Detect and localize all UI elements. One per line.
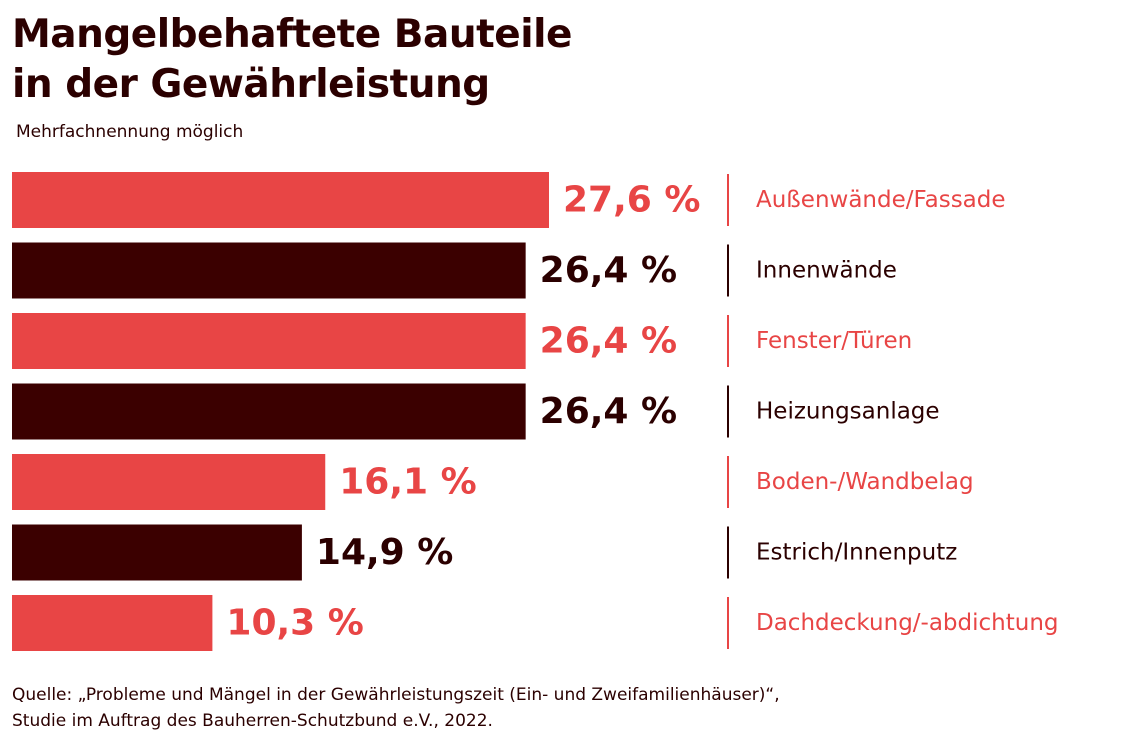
chart-subtitle: Mehrfachnennung möglich: [16, 122, 244, 142]
category-label-1: Außenwände/Fassade: [756, 187, 1006, 213]
value-label-2: 26,4 %: [540, 250, 677, 291]
category-label-7: Dachdeckung/-abdichtung: [756, 610, 1059, 636]
category-label-2: Innenwände: [756, 258, 897, 284]
source-line-2: Studie im Auftrag des Bauherren-Schutzbu…: [12, 711, 493, 731]
source-note: Quelle: „Probleme und Mängel in der Gewä…: [12, 682, 780, 734]
source-line-1: Quelle: „Probleme und Mängel in der Gewä…: [12, 685, 780, 705]
bar-7: [12, 595, 213, 651]
value-label-6: 14,9 %: [316, 532, 453, 573]
bar-2: [12, 242, 526, 299]
value-label-7: 10,3 %: [226, 603, 363, 644]
value-label-4: 26,4 %: [540, 391, 677, 432]
bar-chart: 27,6 % Außenwände/Fassade 26,4 % Innenwände…: [12, 172, 1059, 651]
bar-4: [12, 383, 526, 440]
category-label-4: Heizungsanlage: [756, 399, 940, 425]
bar-1: [12, 172, 549, 228]
value-label-5: 16,1 %: [339, 462, 476, 503]
chart-title-line-2: in der Gewährleistung: [12, 62, 490, 107]
bar-5: [12, 454, 326, 510]
chart-title: Mangelbehaftete Bauteile in der Gewährle…: [12, 10, 572, 110]
chart-title-line-1: Mangelbehaftete Bauteile: [12, 12, 572, 57]
bar-6: [12, 524, 302, 581]
bar-3: [12, 313, 526, 369]
category-label-3: Fenster/Türen: [756, 328, 912, 354]
category-label-6: Estrich/Innenputz: [756, 540, 957, 566]
value-label-1: 27,6 %: [563, 180, 700, 221]
value-label-3: 26,4 %: [540, 321, 677, 362]
category-label-5: Boden-/Wandbelag: [756, 469, 974, 495]
